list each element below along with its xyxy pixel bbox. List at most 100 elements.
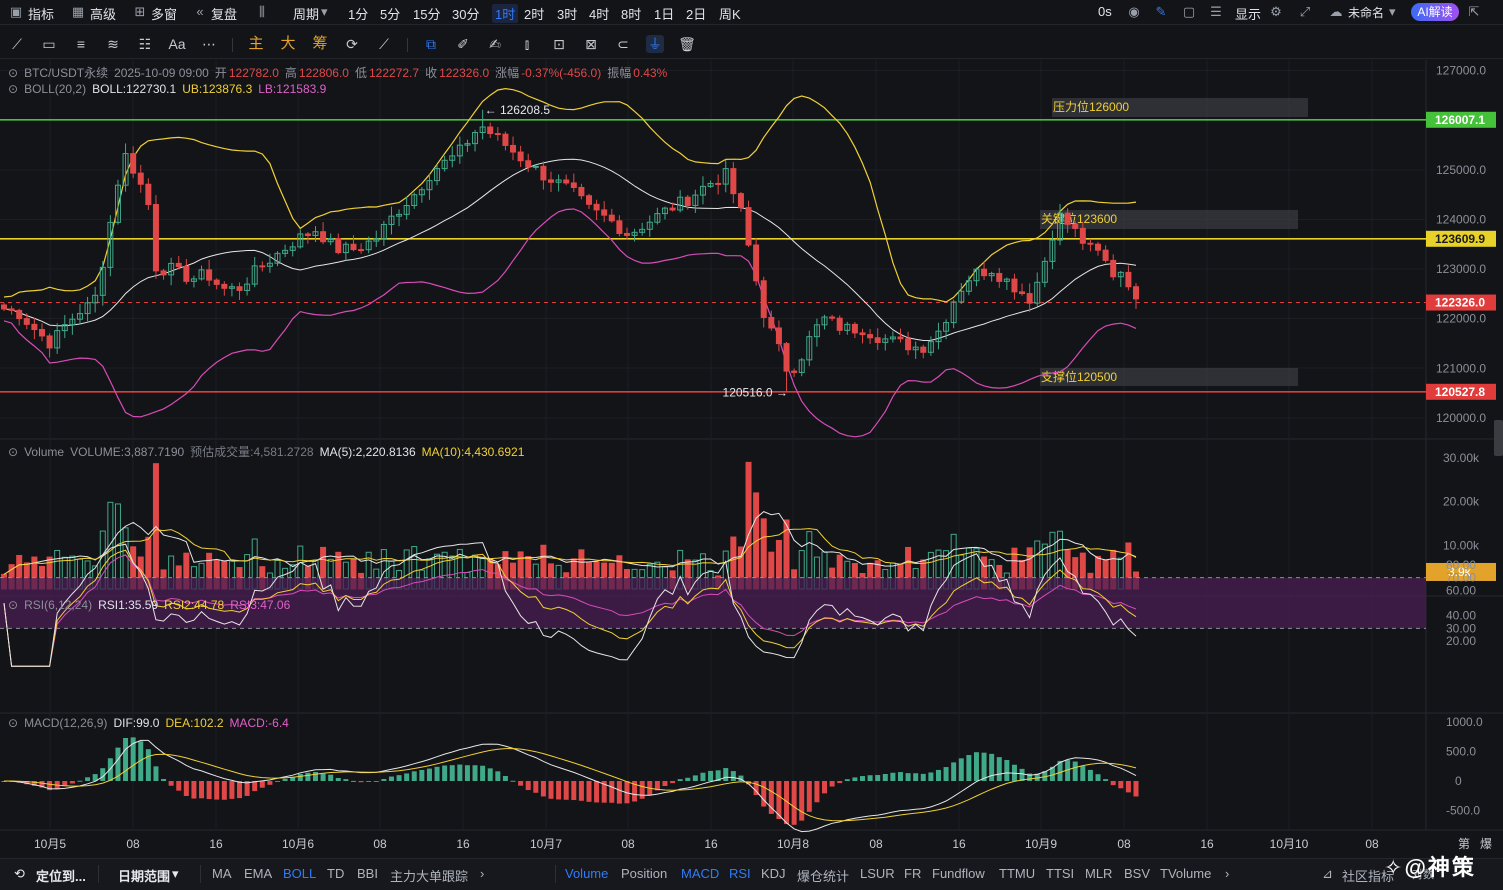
interval-tab-30分[interactable]: 30分 <box>452 7 480 22</box>
copy-icon[interactable]: ⧉ <box>426 36 436 52</box>
interval-tab-1日[interactable]: 1日 <box>654 7 675 22</box>
candle-type-icon[interactable]: ⫼ <box>259 4 265 19</box>
replay-button[interactable]: 复盘 <box>211 7 238 22</box>
sync-icon[interactable]: ⟳ <box>346 36 358 52</box>
big-order-button[interactable]: 大 <box>280 35 296 52</box>
collapse-icon[interactable]: ⊙ <box>8 445 19 459</box>
sub-indicator-0[interactable]: Volume <box>565 866 609 881</box>
layout-chevron-icon[interactable]: ▾ <box>1389 4 1396 19</box>
sub-indicators-more-icon[interactable]: › <box>1225 866 1230 881</box>
collapse-icon[interactable]: ⊙ <box>8 82 19 96</box>
macd-histogram-bar <box>601 781 607 803</box>
date-range-chevron-icon[interactable]: ▾ <box>172 866 179 881</box>
rectangle-tool-icon[interactable]: ▭ <box>42 36 56 52</box>
main-indicators-more-icon[interactable]: › <box>480 866 485 881</box>
display-button[interactable]: 显示 <box>1235 7 1262 22</box>
locate-icon[interactable]: ⟲ <box>14 866 25 881</box>
measure-icon[interactable]: ⟋ <box>379 36 389 52</box>
period-button[interactable]: 周期 <box>293 7 320 22</box>
cloud-icon[interactable]: ☁ <box>1329 4 1343 19</box>
log-scale-toggle[interactable]: 对数 <box>1412 869 1434 881</box>
interval-tab-1时[interactable]: 1时 <box>492 4 519 23</box>
collapse-icon[interactable]: ⊙ <box>8 66 19 80</box>
sub-indicator-4[interactable]: KDJ <box>761 866 786 881</box>
macd-name[interactable]: MACD(12,26,9) <box>24 716 108 730</box>
main-indicator-1[interactable]: EMA <box>244 866 273 881</box>
sub-indicator-11[interactable]: MLR <box>1085 866 1113 881</box>
period-chevron-icon[interactable]: ▾ <box>321 4 328 19</box>
indicator-icon[interactable]: ▣ <box>9 4 23 19</box>
fib-tool-icon[interactable]: ☷ <box>138 36 152 52</box>
filter-icon[interactable]: ⏚ <box>646 35 664 53</box>
main-indicator-2[interactable]: BOLL <box>283 866 317 881</box>
candles-icon[interactable]: ⫾ <box>524 36 530 52</box>
rsi-name[interactable]: RSI(6,12,24) <box>24 598 93 612</box>
sub-indicator-9[interactable]: TTMU <box>999 866 1036 881</box>
candle-body <box>16 309 23 320</box>
ai-interpret-button[interactable]: AI解读 <box>1411 3 1459 21</box>
date-range-button[interactable]: 日期范围 <box>118 869 171 884</box>
interval-tab-2时[interactable]: 2时 <box>524 7 545 22</box>
list-icon[interactable]: ☰ <box>1210 4 1222 19</box>
fullscreen-icon[interactable]: ⤢ <box>1299 4 1311 19</box>
horizontal-lines-icon[interactable]: ≡ <box>76 36 86 52</box>
time-axis-label: 08 <box>869 837 883 851</box>
interval-tab-8时[interactable]: 8时 <box>621 7 642 22</box>
sub-indicator-12[interactable]: BSV <box>1124 866 1151 881</box>
interval-tab-5分[interactable]: 5分 <box>380 7 401 22</box>
interval-tab-1分[interactable]: 1分 <box>348 7 369 22</box>
boll-name[interactable]: BOLL(20,2) <box>24 82 87 96</box>
interval-tab-15分[interactable]: 15分 <box>413 7 441 22</box>
main-indicator-3[interactable]: TD <box>327 866 345 881</box>
interval-tab-2日[interactable]: 2日 <box>686 7 707 22</box>
advanced-button[interactable]: 高级 <box>90 7 117 22</box>
main-indicator-5[interactable]: 主力大单跟踪 <box>390 869 469 884</box>
line-tool-icon[interactable]: ⟋ <box>12 36 22 52</box>
interval-tab-周K[interactable]: 周K <box>719 7 741 22</box>
sub-indicator-2[interactable]: MACD <box>681 866 720 881</box>
trash-icon[interactable]: 🗑 <box>678 36 696 52</box>
pen-icon[interactable]: ✎ <box>1155 4 1167 19</box>
volume-name[interactable]: Volume <box>24 445 65 459</box>
chips-button[interactable]: 筹 <box>312 35 328 52</box>
interval-tab-3时[interactable]: 3时 <box>557 7 578 22</box>
pencil-icon[interactable]: ✐ <box>457 36 469 52</box>
multi-window-button[interactable]: 多窗 <box>151 7 178 22</box>
edit-icon[interactable]: ⊠ <box>585 36 597 52</box>
magnet-icon[interactable]: ⊂ <box>617 36 629 52</box>
multi-window-icon[interactable]: ⊞ <box>134 4 146 19</box>
sub-indicator-3[interactable]: RSI <box>729 866 751 881</box>
sub-indicator-8[interactable]: Fundflow <box>932 866 985 881</box>
sub-indicator-10[interactable]: TTSI <box>1046 866 1075 881</box>
layout-name[interactable]: 未命名 <box>1348 6 1385 20</box>
sub-indicator-7[interactable]: FR <box>904 866 922 881</box>
main-indicator-4[interactable]: BBI <box>357 866 378 881</box>
macd-histogram-bar <box>457 764 463 781</box>
candlesticks: ← 126208.5 120516.0 → <box>1 103 1139 399</box>
brush-icon[interactable]: ✍ <box>489 36 501 52</box>
sub-indicator-6[interactable]: LSUR <box>860 866 895 881</box>
more-tools-icon[interactable]: ⋯ <box>202 36 216 52</box>
sub-indicator-13[interactable]: TVolume <box>1160 866 1212 881</box>
window-icon[interactable]: ▢ <box>1182 4 1196 19</box>
wave-tool-icon[interactable]: ≋ <box>107 36 119 52</box>
collapse-icon[interactable]: ⊙ <box>8 716 19 730</box>
main-indicator-0[interactable]: MA <box>212 866 232 881</box>
interval-tab-4时[interactable]: 4时 <box>589 7 610 22</box>
sub-indicator-5[interactable]: 爆仓统计 <box>797 869 850 884</box>
text-tool-button[interactable]: Aa <box>168 36 186 52</box>
locate-button[interactable]: 定位到... <box>36 869 86 884</box>
community-indicators-button[interactable]: 社区指标 <box>1342 869 1395 884</box>
replay-icon[interactable]: « <box>196 4 204 19</box>
indicators-button[interactable]: 指标 <box>28 7 55 22</box>
lock-icon[interactable]: ⊡ <box>553 36 565 52</box>
calendar-icon[interactable]: ▦ <box>71 4 85 19</box>
main-force-button[interactable]: 主 <box>248 35 264 52</box>
collapse-icon[interactable]: ⊙ <box>8 598 19 612</box>
community-icon[interactable]: ⊿ <box>1322 866 1333 881</box>
gear-icon[interactable]: ⚙ <box>1270 4 1282 19</box>
collapse-icon[interactable]: ⇱ <box>1468 4 1480 19</box>
sub-indicator-1[interactable]: Position <box>621 866 668 881</box>
camera-icon[interactable]: ◉ <box>1128 4 1140 19</box>
